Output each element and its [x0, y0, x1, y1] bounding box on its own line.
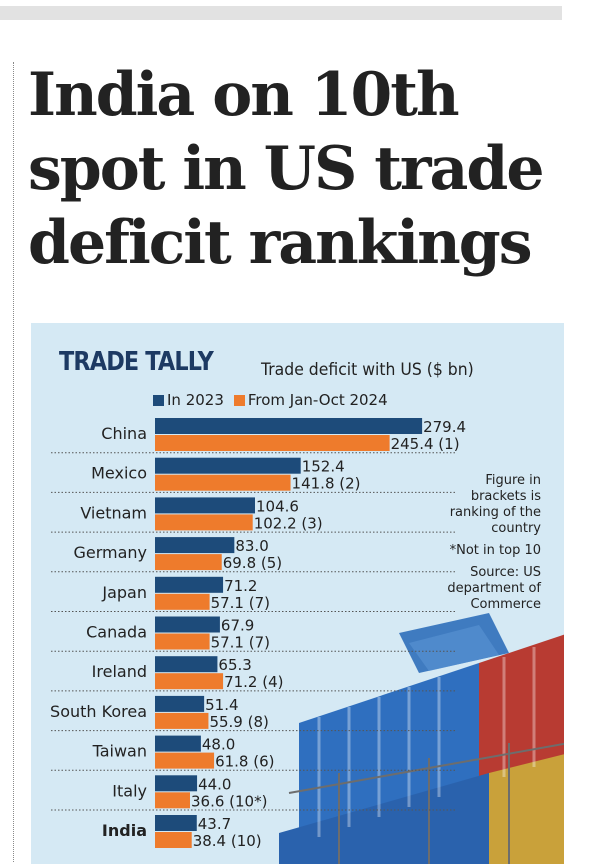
shipping-containers-illustration	[279, 613, 564, 864]
note-line: country	[491, 521, 541, 536]
top-bar	[0, 6, 562, 20]
note-line: Commerce	[470, 597, 541, 612]
bar	[155, 815, 197, 831]
bar	[155, 514, 253, 531]
category-label: Germany	[73, 543, 147, 562]
value-label: 152.4	[302, 458, 345, 476]
value-label: 38.4 (10)	[193, 832, 262, 850]
legend-item-2023: In 2023	[153, 391, 224, 409]
bar	[155, 735, 201, 752]
category-label: Canada	[86, 623, 147, 642]
note-line: *Not in top 10	[449, 543, 541, 558]
value-label: 65.3	[218, 656, 251, 674]
headline-line-3: deficit rankings	[28, 208, 532, 278]
category-label: South Korea	[50, 702, 147, 721]
category-label: China	[101, 424, 147, 443]
chart-notes: Figure in brackets is ranking of the cou…	[429, 473, 541, 613]
value-label: 61.8 (6)	[215, 753, 274, 771]
bar	[155, 656, 218, 673]
bar	[155, 752, 215, 769]
bar	[155, 673, 224, 690]
bar	[155, 537, 235, 554]
bar	[155, 775, 198, 792]
note-line: brackets is	[470, 489, 541, 504]
chart-panel: China 279.4 245.4 (1) Mexico 152.4 141.8 (2) V…	[31, 323, 564, 864]
value-label: 48.0	[202, 736, 235, 754]
headline-line-2: spot in US trade	[28, 134, 545, 204]
legend-label-2023: In 2023	[167, 391, 224, 409]
category-label: India	[102, 821, 147, 840]
category-label: Vietnam	[80, 503, 147, 522]
bar	[155, 474, 291, 491]
chart-title: TRADE TALLY	[59, 347, 214, 377]
bar	[155, 695, 205, 712]
legend-swatch-2023	[153, 394, 164, 406]
value-label: 71.2	[224, 577, 257, 595]
value-label: 44.0	[198, 775, 231, 793]
value-label: 57.1 (7)	[211, 634, 270, 652]
value-label: 57.1 (7)	[211, 594, 270, 612]
value-label: 279.4	[423, 418, 466, 436]
value-label: 83.0	[235, 537, 268, 555]
headline-line-1: India on 10th	[28, 60, 460, 130]
note-line: department of	[447, 581, 541, 596]
legend-label-2024: From Jan-Oct 2024	[247, 391, 388, 409]
chart-legend: In 2023 From Jan-Oct 2024	[153, 391, 398, 409]
value-label: 67.9	[221, 617, 254, 635]
value-label: 71.2 (4)	[224, 673, 283, 691]
value-label: 55.9 (8)	[209, 713, 268, 731]
value-label: 51.4	[205, 696, 238, 714]
note-line: Source: US	[470, 565, 541, 580]
category-label: Japan	[101, 583, 147, 602]
category-label: Taiwan	[92, 742, 147, 761]
bar	[155, 457, 301, 474]
value-label: 245.4 (1)	[391, 435, 460, 453]
bar	[155, 576, 224, 593]
headline: India on 10th spot in US trade deficit r…	[28, 58, 573, 280]
value-label: 36.6 (10*)	[191, 792, 267, 810]
value-label: 104.6	[256, 497, 299, 515]
bar	[155, 497, 255, 514]
column-rule	[13, 62, 14, 862]
note-line: ranking of the	[449, 505, 541, 520]
value-label: 102.2 (3)	[254, 514, 323, 532]
bar	[155, 554, 222, 571]
category-label: Ireland	[92, 662, 147, 681]
category-label: Italy	[112, 781, 147, 800]
bar	[155, 616, 220, 633]
bar	[155, 418, 423, 434]
value-label: 141.8 (2)	[292, 475, 361, 493]
bar	[155, 435, 390, 451]
bar	[155, 792, 190, 809]
bar	[155, 593, 210, 610]
category-label: Mexico	[91, 464, 147, 483]
bar	[155, 633, 210, 650]
legend-swatch-2024	[233, 394, 245, 406]
chart-subtitle: Trade deficit with US ($ bn)	[261, 360, 474, 380]
bar	[155, 712, 209, 729]
legend-item-2024: From Jan-Oct 2024	[233, 391, 388, 409]
value-label: 69.8 (5)	[223, 554, 282, 572]
note-line: Figure in	[485, 473, 541, 488]
value-label: 43.7	[198, 815, 231, 833]
bar	[155, 832, 192, 848]
